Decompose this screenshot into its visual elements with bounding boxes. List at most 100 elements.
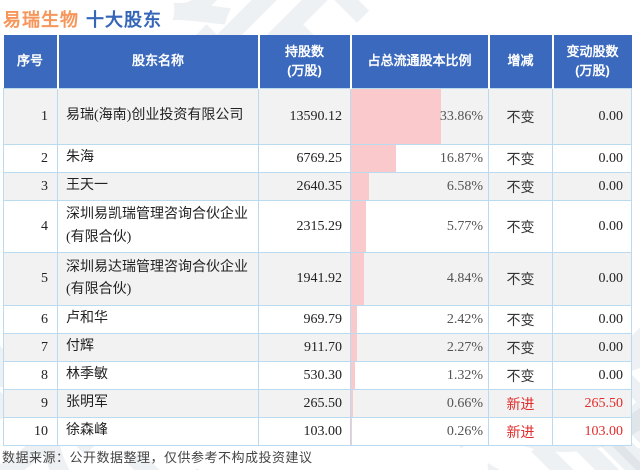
pct-bar <box>351 306 358 333</box>
pct-label: 2.42% <box>446 311 483 327</box>
col-header-pct: 占总流通股本比例 <box>349 35 489 89</box>
header-row: 序号 股东名称 持股数 (万股) 占总流通股本比例 增减 变动股数 (万股) <box>3 35 632 89</box>
change-cell: 不变 <box>488 361 553 390</box>
shareholders-table: 序号 股东名称 持股数 (万股) 占总流通股本比例 增减 变动股数 (万股) 1… <box>3 35 632 446</box>
pct-bar <box>351 390 353 417</box>
shareholder-name-cell: 付辉 <box>57 333 259 362</box>
change-shares-cell: 103.00 <box>552 417 632 446</box>
pct-label: 5.77% <box>446 218 483 234</box>
pct-cell: 2.27% <box>350 333 489 362</box>
shareholder-name-cell: 易瑞(海南)创业投资有限公司 <box>57 88 259 145</box>
change-shares-cell: 0.00 <box>552 200 632 253</box>
shareholder-row: 2 朱海 6769.25 16.87% 不变 0.00 <box>3 144 632 173</box>
shareholder-name-cell: 朱海 <box>57 144 259 173</box>
shares-cell: 530.30 <box>258 361 351 390</box>
change-cell: 新进 <box>488 417 553 446</box>
pct-bar <box>351 201 367 252</box>
shareholder-name-cell: 深圳易凯瑞管理咨询合伙企业(有限合伙) <box>57 200 259 253</box>
company-name: 易瑞生物 <box>3 10 79 30</box>
shares-cell: 103.00 <box>258 417 351 446</box>
shareholder-name-cell: 深圳易达瑞管理咨询合伙企业(有限合伙) <box>57 252 259 306</box>
change-shares-cell: 0.00 <box>552 333 632 362</box>
col-header-change-shares: 变动股数 (万股) <box>551 35 632 89</box>
rank-cell: 7 <box>3 333 58 362</box>
shareholder-name-cell: 徐森峰 <box>57 417 259 446</box>
page-title: 易瑞生物 十大股东 <box>3 6 162 32</box>
rank-cell: 10 <box>3 417 58 446</box>
change-shares-cell: 0.00 <box>552 172 632 201</box>
change-cell: 不变 <box>488 252 553 306</box>
rank-cell: 9 <box>3 389 58 418</box>
pct-cell: 6.58% <box>350 172 489 201</box>
pct-cell: 4.84% <box>350 252 489 306</box>
rank-cell: 5 <box>3 252 58 306</box>
shareholder-row: 5 深圳易达瑞管理咨询合伙企业(有限合伙) 1941.92 4.84% 不变 0… <box>3 252 632 306</box>
shares-cell: 13590.12 <box>258 88 351 145</box>
pct-bar <box>351 145 396 172</box>
title-suffix: 十大股东 <box>86 10 162 30</box>
change-cell: 不变 <box>488 200 553 253</box>
change-cell: 新进 <box>488 389 553 418</box>
col-header-shares: 持股数 (万股) <box>257 35 351 89</box>
pct-label: 6.58% <box>446 178 483 194</box>
shares-cell: 969.79 <box>258 305 351 334</box>
rank-cell: 4 <box>3 200 58 253</box>
pct-cell: 2.42% <box>350 305 489 334</box>
pct-label: 33.86% <box>439 108 483 124</box>
shareholders-table-body: 1 易瑞(海南)创业投资有限公司 13590.12 33.86% 不变 0.00… <box>3 88 632 446</box>
shareholder-row: 7 付辉 911.70 2.27% 不变 0.00 <box>3 333 632 362</box>
pct-bar <box>351 334 357 361</box>
rank-cell: 3 <box>3 172 58 201</box>
col-header-rank: 序号 <box>3 35 58 89</box>
shares-cell: 6769.25 <box>258 144 351 173</box>
pct-bar <box>351 253 364 305</box>
shares-cell: 1941.92 <box>258 252 351 306</box>
pct-cell: 0.66% <box>350 389 489 418</box>
pct-label: 0.26% <box>446 423 483 439</box>
change-cell: 不变 <box>488 144 553 173</box>
col-header-change: 增减 <box>487 35 553 89</box>
shareholder-row: 3 王天一 2640.35 6.58% 不变 0.00 <box>3 172 632 201</box>
col-header-name: 股东名称 <box>56 35 259 89</box>
shareholder-row: 4 深圳易凯瑞管理咨询合伙企业(有限合伙) 2315.29 5.77% 不变 0… <box>3 200 632 253</box>
shareholder-name-cell: 卢和华 <box>57 305 259 334</box>
change-shares-cell: 0.00 <box>552 361 632 390</box>
shareholder-name-cell: 王天一 <box>57 172 259 201</box>
shares-cell: 911.70 <box>258 333 351 362</box>
shares-cell: 2315.29 <box>258 200 351 253</box>
shares-cell: 265.50 <box>258 389 351 418</box>
pct-cell: 16.87% <box>350 144 489 173</box>
pct-label: 16.87% <box>439 150 483 166</box>
change-shares-cell: 0.00 <box>552 88 632 145</box>
shareholder-row: 8 林季敏 530.30 1.32% 不变 0.00 <box>3 361 632 390</box>
shareholder-name-cell: 林季敏 <box>57 361 259 390</box>
pct-label: 2.27% <box>446 339 483 355</box>
pct-label: 1.32% <box>446 367 483 383</box>
shareholder-row: 1 易瑞(海南)创业投资有限公司 13590.12 33.86% 不变 0.00 <box>3 88 632 145</box>
pct-cell: 5.77% <box>350 200 489 253</box>
pct-bar <box>351 362 355 389</box>
change-shares-cell: 0.00 <box>552 252 632 306</box>
rank-cell: 1 <box>3 88 58 145</box>
source-note: 数据来源：公开数据整理，仅供参考不构成投资建议 <box>2 450 313 465</box>
rank-cell: 8 <box>3 361 58 390</box>
pct-label: 0.66% <box>446 395 483 411</box>
change-shares-cell: 265.50 <box>552 389 632 418</box>
shareholder-row: 9 张明军 265.50 0.66% 新进 265.50 <box>3 389 632 418</box>
change-cell: 不变 <box>488 88 553 145</box>
pct-cell: 33.86% <box>350 88 489 145</box>
shareholder-name-cell: 张明军 <box>57 389 259 418</box>
pct-cell: 0.26% <box>350 417 489 446</box>
rank-cell: 2 <box>3 144 58 173</box>
change-cell: 不变 <box>488 333 553 362</box>
shareholder-row: 10 徐森峰 103.00 0.26% 新进 103.00 <box>3 417 632 446</box>
change-cell: 不变 <box>488 172 553 201</box>
pct-cell: 1.32% <box>350 361 489 390</box>
shares-cell: 2640.35 <box>258 172 351 201</box>
pct-bar <box>351 418 352 445</box>
rank-cell: 6 <box>3 305 58 334</box>
change-cell: 不变 <box>488 305 553 334</box>
change-shares-cell: 0.00 <box>552 305 632 334</box>
shareholder-row: 6 卢和华 969.79 2.42% 不变 0.00 <box>3 305 632 334</box>
